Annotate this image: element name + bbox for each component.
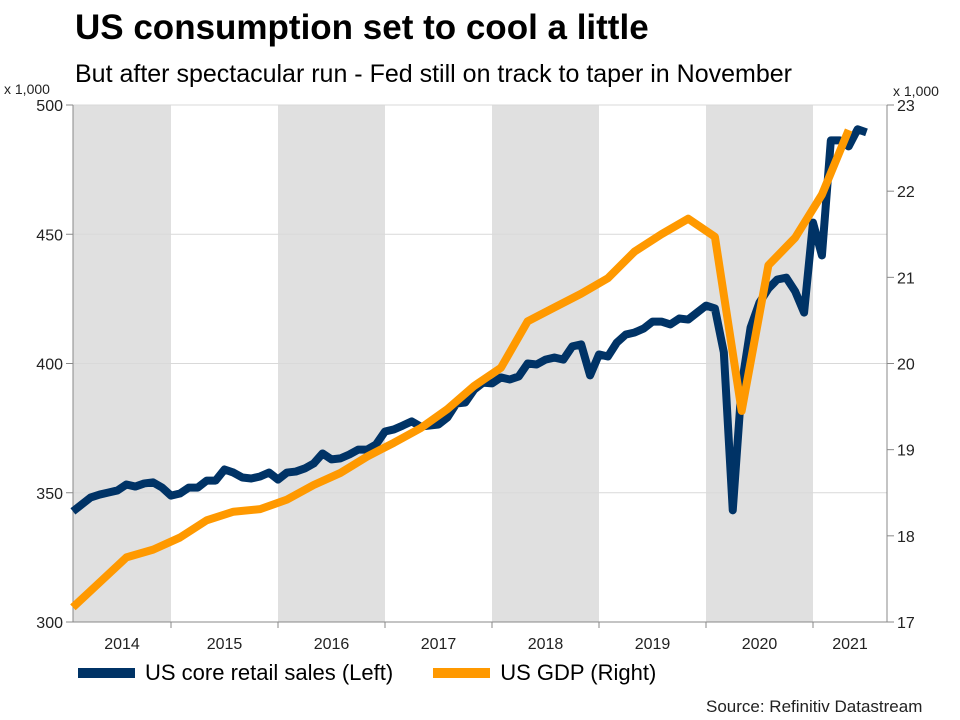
x-tick-label-2016: 2016 xyxy=(314,636,350,653)
series-line-retail-sales xyxy=(70,125,868,515)
left-axis-unit-label: x 1,000 xyxy=(4,81,50,97)
y-right-tick-label-18: 18 xyxy=(897,529,915,546)
y-left-tick-label-400: 400 xyxy=(36,357,63,374)
x-tick-label-2021: 2021 xyxy=(832,636,868,653)
y-right-tick-label-20: 20 xyxy=(897,357,915,374)
x-tick-label-2014: 2014 xyxy=(104,636,140,653)
chart-title: US consumption set to cool a little xyxy=(75,8,649,47)
x-tick-label-2017: 2017 xyxy=(421,636,457,653)
legend-swatch-retail xyxy=(78,668,135,678)
y-left-tick-label-300: 300 xyxy=(36,615,63,632)
right-axis-unit-label: x 1,000 xyxy=(893,83,939,99)
legend-item-gdp: US GDP (Right) xyxy=(433,660,656,686)
axes xyxy=(66,104,894,628)
y-right-tick-label-23: 23 xyxy=(897,98,915,115)
legend-item-retail: US core retail sales (Left) xyxy=(78,660,393,686)
y-right-tick-label-22: 22 xyxy=(897,184,915,201)
y-left-tick-label-450: 450 xyxy=(36,227,63,244)
x-tick-label-2019: 2019 xyxy=(635,636,671,653)
series-line-gdp xyxy=(70,128,853,611)
tick-labels: 2014 2015 2016 2017 2018 2019 2020 202150045040… xyxy=(36,98,915,653)
x-tick-label-2015: 2015 xyxy=(207,636,243,653)
legend-label-retail: US core retail sales (Left) xyxy=(145,660,394,685)
series-lines xyxy=(70,125,868,611)
y-left-tick-label-350: 350 xyxy=(36,486,63,503)
source-note: Source: Refinitiv Datastream xyxy=(706,697,923,716)
y-right-tick-label-19: 19 xyxy=(897,443,915,460)
legend-swatch-gdp xyxy=(433,668,491,678)
y-left-tick-label-500: 500 xyxy=(36,98,63,115)
x-tick-label-2020: 2020 xyxy=(742,636,778,653)
chart-subtitle: But after spectacular run - Fed still on… xyxy=(75,60,792,88)
y-right-tick-label-21: 21 xyxy=(897,270,915,287)
y-right-tick-label-17: 17 xyxy=(897,615,915,632)
x-tick-label-2018: 2018 xyxy=(528,636,564,653)
legend-label-gdp: US GDP (Right) xyxy=(500,660,657,685)
legend: US core retail sales (Left) US GDP (Righ… xyxy=(78,660,696,686)
